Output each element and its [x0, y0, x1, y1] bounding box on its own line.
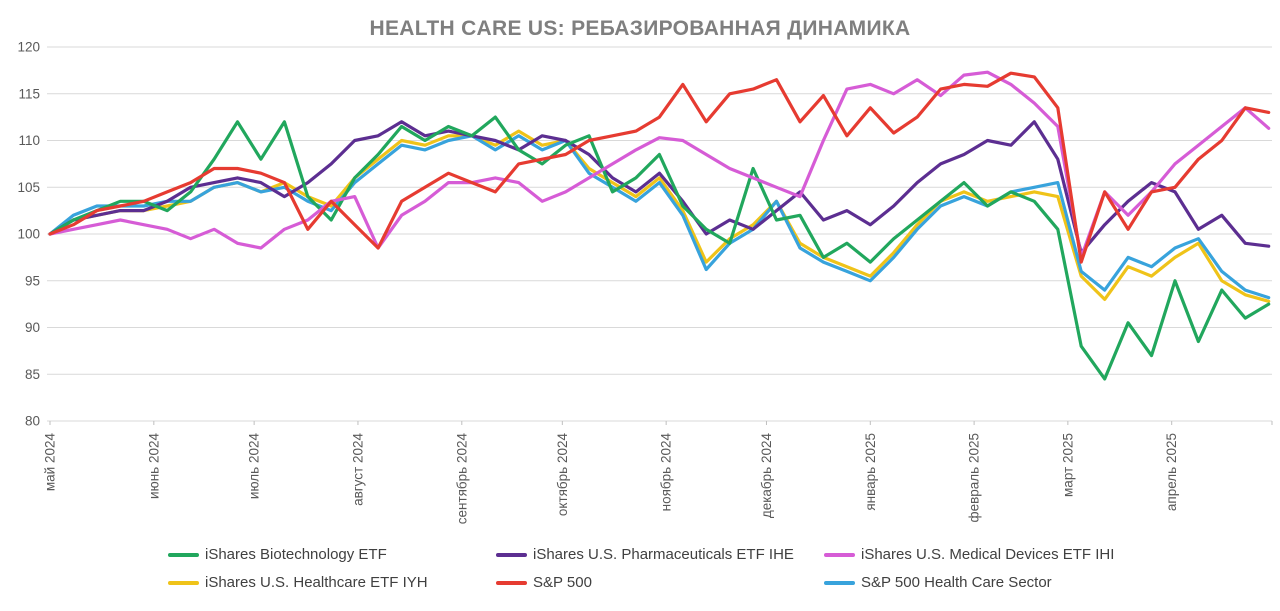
series-line-ishares-u-s-pharmaceuticals-etf-ihe	[48, 120, 1271, 255]
legend-item-s-p-500-health-care-sector: S&P 500 Health Care Sector	[824, 572, 1152, 593]
chart-legend: iShares Biotechnology ETF iShares U.S. Ph…	[168, 544, 1152, 593]
y-axis-tick-label: 80	[25, 414, 40, 429]
y-axis-tick-label: 85	[25, 367, 40, 382]
x-axis-tick-label: январь 2025	[863, 433, 878, 511]
x-axis-tick-label: июль 2024	[247, 433, 262, 500]
y-axis-tick-label: 90	[25, 320, 40, 335]
legend-item-label: S&P 500	[533, 574, 592, 591]
legend-line-swatch	[496, 552, 527, 557]
legend-item-label: iShares Biotechnology ETF	[205, 546, 387, 563]
x-axis-tick-label: май 2024	[43, 433, 58, 492]
series-line-ishares-biotechnology-etf	[48, 115, 1271, 381]
x-axis-tick-label: март 2025	[1060, 433, 1075, 497]
x-axis-tick-label: декабрь 2024	[759, 433, 774, 519]
legend-line-swatch	[824, 580, 855, 585]
y-axis-tick-label: 110	[18, 133, 40, 148]
y-axis-tick-label: 95	[25, 273, 40, 288]
legend-item-ishares-u-s-pharmaceuticals-etf-ihe: iShares U.S. Pharmaceuticals ETF IHE	[496, 544, 824, 565]
legend-row-1: iShares Biotechnology ETF iShares U.S. Ph…	[168, 544, 1152, 565]
x-axis-tick-label: сентябрь 2024	[454, 433, 469, 525]
legend-item-label: iShares U.S. Medical Devices ETF IHI	[861, 546, 1115, 563]
legend-line-swatch	[824, 552, 855, 557]
legend-item-ishares-u-s-healthcare-etf-iyh: iShares U.S. Healthcare ETF IYH	[168, 572, 496, 593]
legend-item-label: iShares U.S. Pharmaceuticals ETF IHE	[533, 546, 794, 563]
series-line-s-p-500-health-care-sector	[48, 134, 1271, 300]
legend-line-swatch	[168, 580, 199, 585]
x-axis-tick-label: июнь 2024	[146, 433, 161, 499]
legend-row-2: iShares U.S. Healthcare ETF IYH S&P 500 S&…	[168, 572, 1152, 593]
legend-item-ishares-biotechnology-etf: iShares Biotechnology ETF	[168, 544, 496, 565]
legend-line-swatch	[168, 552, 199, 557]
x-axis-tick-label: февраль 2025	[967, 433, 982, 523]
x-axis-tick-label: август 2024	[350, 433, 365, 506]
legend-item-label: S&P 500 Health Care Sector	[861, 574, 1052, 591]
legend-item-s-p-500: S&P 500	[496, 572, 824, 593]
series-line-s-p-500	[48, 71, 1271, 264]
chart-title: HEALTH CARE US: РЕБАЗИРОВАННАЯ ДИНАМИКА	[369, 17, 911, 40]
legend-item-ishares-u-s-medical-devices-etf-ihi: iShares U.S. Medical Devices ETF IHI	[824, 544, 1152, 565]
series-line-ishares-u-s-medical-devices-etf-ihi	[48, 70, 1271, 259]
x-axis-tick-label: ноябрь 2024	[659, 433, 674, 512]
y-axis-tick-label: 105	[17, 180, 40, 195]
y-axis-tick-label: 115	[18, 86, 40, 101]
x-axis-tick-label: октябрь 2024	[555, 433, 570, 517]
y-axis-tick-label: 120	[17, 40, 40, 55]
x-axis-tick-label: апрель 2025	[1164, 433, 1179, 511]
legend-line-swatch	[496, 580, 527, 585]
y-axis-tick-label: 100	[17, 227, 40, 242]
legend-item-label: iShares U.S. Healthcare ETF IYH	[205, 574, 428, 591]
